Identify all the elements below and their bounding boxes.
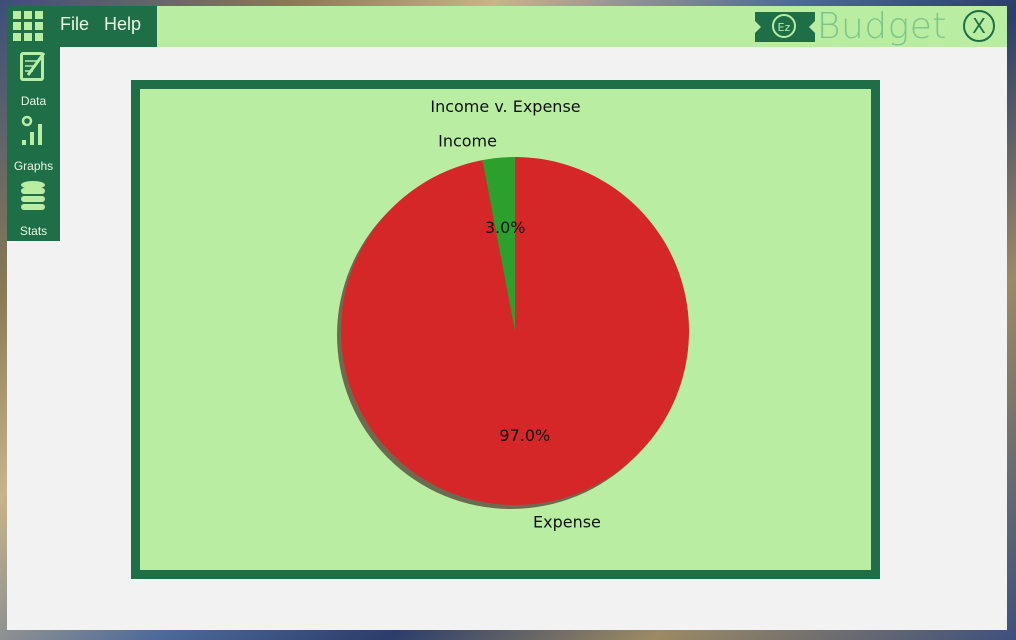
sidebar-item-label: Data — [20, 94, 47, 108]
sidebar-item-stats[interactable]: Stats — [7, 177, 60, 242]
apps-grid-icon[interactable] — [13, 11, 45, 43]
money-bill-logo-icon: Ez — [754, 11, 815, 42]
sidebar-item-data[interactable]: Data — [7, 47, 60, 112]
bar-chart-icon — [21, 115, 42, 145]
brand: Ez Budget — [754, 6, 947, 47]
sidebar: Data Graphs Stats — [7, 47, 60, 241]
close-button[interactable]: X — [963, 10, 995, 42]
app-title: Budget — [816, 6, 947, 47]
help-menu[interactable]: Help — [104, 14, 142, 34]
app-window: File Help Ez Budget X Data — [7, 6, 1007, 630]
menu-bar: File Help — [7, 6, 157, 47]
sidebar-item-label: Graphs — [13, 159, 54, 173]
pie-pct-income: 3.0% — [485, 218, 526, 237]
sidebar-item-label: Stats — [19, 224, 48, 238]
sidebar-item-graphs[interactable]: Graphs — [7, 112, 60, 177]
top-bar: File Help Ez Budget X — [7, 6, 1007, 47]
notepad-icon — [20, 52, 46, 81]
pie-label-income: Income — [438, 131, 497, 150]
chart-title: Income v. Expense — [430, 97, 581, 116]
pie-label-expense: Expense — [533, 513, 601, 532]
chart-panel: Income v. Expense Income 3.0% Expense 97.0% — [131, 80, 880, 579]
pie-slice-income — [482, 157, 515, 331]
file-menu[interactable]: File — [60, 14, 90, 34]
logo-text: Ez — [771, 13, 796, 38]
pie-slice-expense — [340, 157, 690, 505]
close-icon: X — [972, 14, 986, 38]
pie-pct-expense: 97.0% — [499, 426, 550, 445]
pie-chart: Income 3.0% Expense 97.0% — [337, 131, 690, 532]
database-icon — [21, 181, 45, 210]
